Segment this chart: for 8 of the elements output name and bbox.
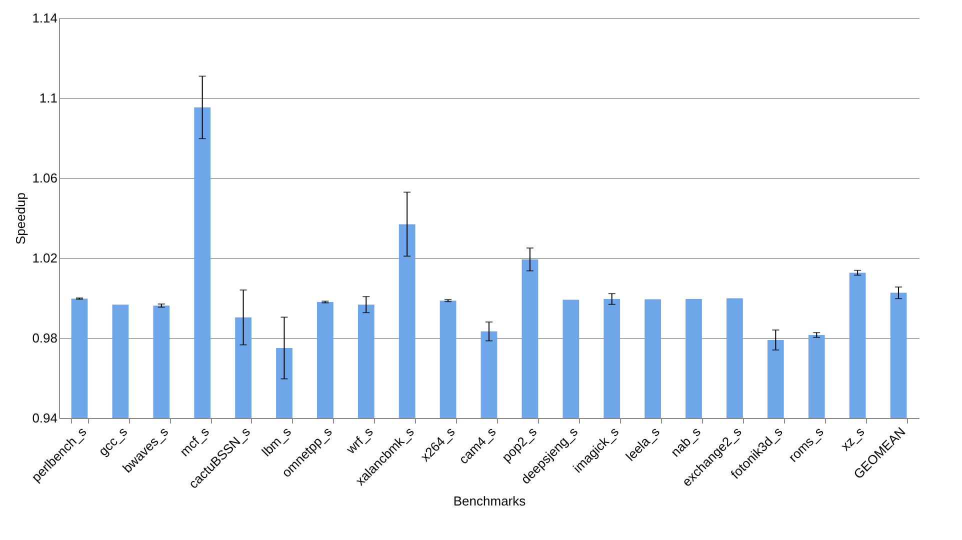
y-axis-title: Speedup <box>13 192 28 245</box>
x-axis-title: Benchmarks <box>453 493 526 508</box>
y-tick-label: 1.06 <box>32 170 58 186</box>
y-tick-label: 1.02 <box>32 250 58 266</box>
y-tick-label: 1.1 <box>39 90 58 106</box>
y-tick-label: 0.98 <box>32 330 58 346</box>
y-tick-label: 1.14 <box>32 10 58 26</box>
y-tick-label: 0.94 <box>32 410 58 426</box>
